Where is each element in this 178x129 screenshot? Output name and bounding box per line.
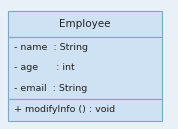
Bar [8,11,162,37]
Text: Employee: Employee [59,19,111,29]
Text: + modifyInfo () : void: + modifyInfo () : void [14,106,115,115]
Text: - age      : int: - age : int [14,63,75,72]
Text: - email  : String: - email : String [14,84,87,93]
Bar [8,99,162,121]
Bar [8,37,162,99]
Text: - name  : String: - name : String [14,43,88,52]
